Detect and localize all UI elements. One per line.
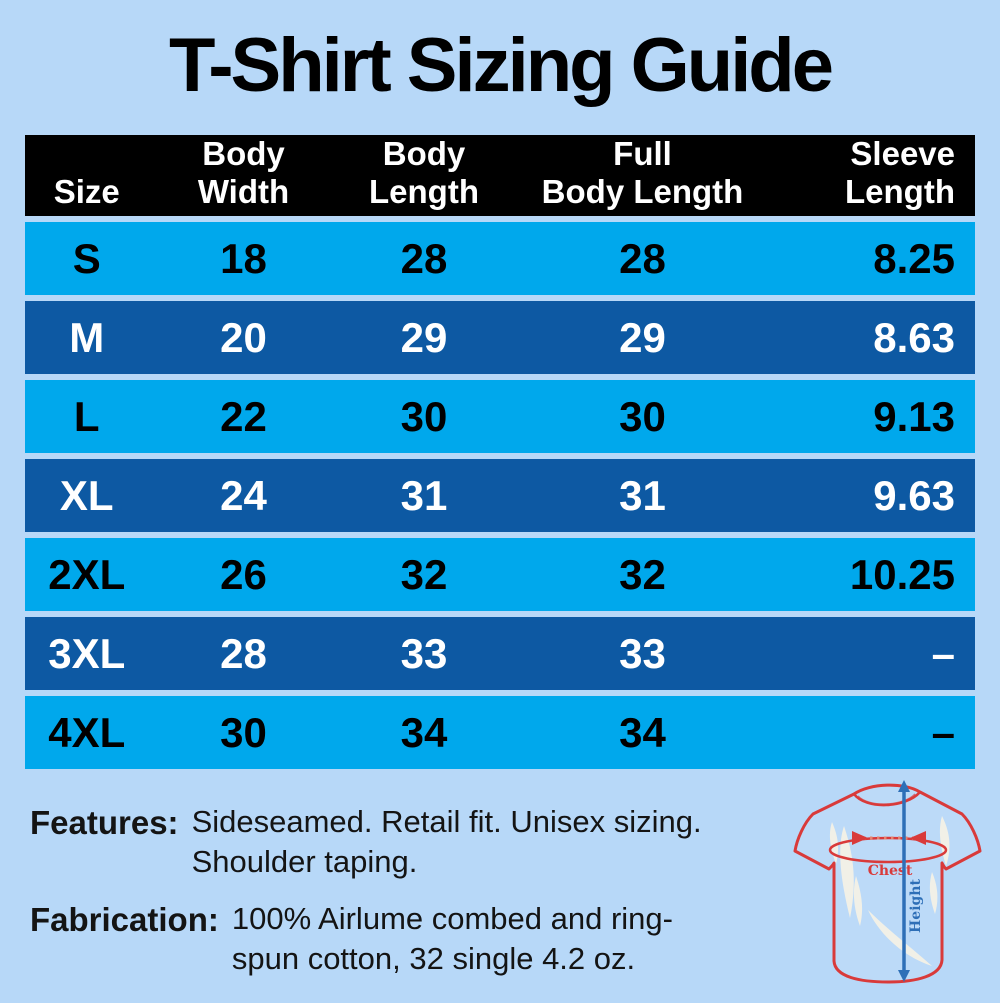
header-body-length: Body Length	[369, 135, 479, 210]
cell-body-length: 32	[400, 550, 448, 598]
chest-arrow-right-icon	[910, 831, 926, 845]
tshirt-measurement-illustration: Chest Height	[793, 780, 982, 984]
cell-full-body-length: 32	[619, 550, 666, 598]
cell-body-width: 28	[220, 629, 267, 677]
cell-body-length: 30	[400, 392, 448, 440]
cell-size: L	[73, 392, 100, 440]
cell-full-body-length: 28	[619, 234, 666, 282]
tshirt-icon	[793, 783, 982, 984]
height-label: Height	[908, 879, 924, 933]
cell-full-body-length: 31	[619, 471, 666, 519]
notes-section: Features: Sideseamed. Retail fit. Unisex…	[30, 802, 785, 995]
chest-arrow-left-icon	[852, 831, 868, 845]
collar-line	[852, 791, 921, 807]
size-row-xl: XL 24 31 31 9.63	[25, 459, 975, 532]
chest-ellipse	[828, 836, 948, 864]
cell-body-width: 30	[220, 708, 267, 756]
cell-sleeve-length: –	[931, 708, 955, 756]
height-arrow-top-icon	[898, 780, 910, 792]
cell-body-width: 20	[220, 313, 267, 361]
page-title: T-Shirt Sizing Guide	[169, 23, 834, 108]
collar-inner-line	[857, 793, 916, 805]
cell-size: M	[69, 313, 105, 361]
cell-sleeve-length: –	[931, 629, 955, 677]
cell-size: XL	[59, 471, 114, 519]
cell-sleeve-length: 8.25	[873, 234, 955, 282]
cell-body-length: 28	[400, 234, 448, 282]
cell-body-width: 26	[220, 550, 267, 598]
cell-body-length: 34	[400, 708, 448, 756]
cell-sleeve-length: 9.63	[873, 471, 955, 519]
cell-body-length: 29	[400, 313, 448, 361]
size-row-s: S 18 28 28 8.25	[25, 222, 975, 295]
cell-size: 2XL	[48, 550, 126, 598]
features-label: Features:	[30, 804, 179, 841]
features-note: Features: Sideseamed. Retail fit. Unisex…	[30, 802, 785, 883]
cell-body-width: 24	[220, 471, 267, 519]
height-arrow-bottom-icon	[898, 970, 910, 982]
cell-full-body-length: 29	[619, 313, 666, 361]
size-row-3xl: 3XL 28 33 33 –	[25, 617, 975, 690]
tshirt-diagram: Chest Height	[792, 776, 992, 998]
size-row-4xl: 4XL 30 34 34 –	[25, 696, 975, 769]
cell-body-width: 22	[220, 392, 267, 440]
fabrication-note: Fabrication: 100% Airlume combed and rin…	[30, 899, 785, 980]
cell-body-length: 33	[400, 629, 448, 677]
cell-size: S	[72, 234, 101, 282]
cell-body-width: 18	[220, 234, 267, 282]
cell-full-body-length: 33	[619, 629, 666, 677]
header-size: Size	[53, 172, 120, 210]
fabrication-label: Fabrication:	[30, 900, 219, 938]
size-row-l: L 22 30 30 9.13	[25, 380, 975, 453]
header-full-body-length: Full Body Length	[541, 135, 744, 210]
table-header-row: Size Body Width Body Length Full Body Lengt…	[25, 135, 975, 216]
cell-sleeve-length: 9.13	[873, 392, 955, 440]
cell-body-length: 31	[400, 471, 448, 519]
cell-sleeve-length: 10.25	[849, 550, 955, 598]
fabric-highlights	[829, 816, 950, 966]
sizing-table: Size Body Width Body Length Full Body Lengt…	[25, 135, 975, 769]
header-body-width: Body Width	[197, 135, 290, 210]
cell-full-body-length: 34	[619, 708, 666, 756]
fabrication-text: 100% Airlume combed and ring- spun cotto…	[231, 900, 673, 976]
header-sleeve-length: Sleeve Length	[845, 135, 955, 210]
cell-full-body-length: 30	[619, 392, 666, 440]
cell-size: 3XL	[48, 629, 126, 677]
cell-sleeve-length: 8.63	[873, 313, 955, 361]
size-row-2xl: 2XL 26 32 32 10.25	[25, 538, 975, 611]
features-text: Sideseamed. Retail fit. Unisex sizing. S…	[191, 804, 702, 880]
chest-label: Chest	[868, 863, 913, 879]
cell-size: 4XL	[48, 708, 126, 756]
size-row-m: M 20 29 29 8.63	[25, 301, 975, 374]
